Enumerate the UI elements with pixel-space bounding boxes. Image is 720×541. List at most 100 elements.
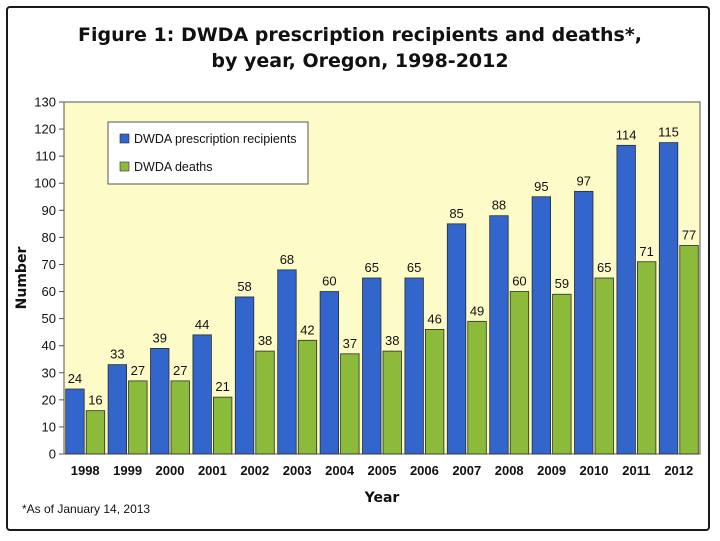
bar-deaths	[85, 410, 106, 455]
bar-recipients	[616, 144, 636, 455]
x-tick-label: 1998	[71, 463, 100, 478]
bar-recipients	[319, 291, 340, 455]
bar-deaths	[594, 277, 614, 455]
legend-entry: DWDA deaths	[134, 160, 213, 174]
x-tick-label: 2003	[283, 463, 312, 478]
bar-deaths	[424, 329, 445, 455]
y-axis-title: Number	[14, 247, 30, 310]
bar-recipients	[489, 215, 509, 455]
data-label-recipients: 114	[616, 127, 637, 142]
legend-swatch	[119, 161, 130, 172]
x-axis-title: Year	[364, 490, 400, 506]
data-label-recipients: 33	[110, 347, 124, 362]
data-label-deaths: 77	[682, 228, 696, 243]
data-label-deaths: 65	[597, 260, 611, 275]
bar-recipients	[362, 277, 382, 455]
bar-deaths	[128, 380, 148, 455]
bar-deaths	[170, 380, 190, 455]
data-label-recipients: 58	[237, 279, 251, 294]
data-label-deaths: 16	[88, 393, 102, 408]
x-tick-label: 2001	[198, 463, 227, 478]
bar-recipients	[192, 334, 212, 455]
y-tick-label: 90	[42, 203, 56, 218]
data-label-recipients: 97	[577, 173, 591, 188]
x-tick-label: 1999	[113, 463, 142, 478]
data-label-recipients: 60	[322, 274, 336, 289]
data-label-recipients: 65	[365, 260, 379, 275]
legend-entry: DWDA prescription recipients	[134, 132, 297, 146]
data-label-recipients: 115	[658, 125, 679, 140]
x-tick-label: 2010	[580, 463, 609, 478]
bar-deaths	[297, 339, 318, 455]
bar-recipients	[107, 364, 127, 455]
x-tick-label: 2007	[452, 463, 481, 478]
bar-deaths	[212, 396, 233, 455]
data-label-recipients: 85	[449, 206, 463, 221]
x-tick-label: 2002	[240, 463, 269, 478]
bar-deaths	[509, 291, 530, 455]
data-label-deaths: 49	[470, 303, 484, 318]
x-tick-label: 2009	[537, 463, 566, 478]
data-label-deaths: 71	[639, 244, 653, 259]
data-label-recipients: 95	[534, 179, 548, 194]
data-label-deaths: 42	[300, 322, 314, 337]
y-tick-label: 80	[42, 230, 56, 245]
y-tick-label: 20	[42, 392, 56, 407]
data-label-deaths: 60	[512, 274, 526, 289]
data-label-recipients: 65	[407, 260, 421, 275]
bar-recipients	[574, 190, 594, 455]
data-label-deaths: 38	[258, 333, 272, 348]
bar-recipients	[658, 142, 679, 455]
bar-deaths	[637, 261, 657, 455]
legend	[107, 121, 309, 185]
bar-deaths	[467, 320, 487, 455]
chart-subtitle: by year, Oregon, 1998-2012	[211, 50, 509, 72]
bar-recipients	[404, 277, 424, 455]
y-tick-label: 70	[42, 257, 56, 272]
bar-recipients	[446, 223, 467, 455]
y-tick-label: 60	[42, 284, 56, 299]
x-tick-label: 2004	[325, 463, 355, 478]
data-label-deaths: 21	[215, 379, 229, 394]
data-label-recipients: 68	[280, 252, 294, 267]
legend-swatch	[119, 133, 130, 144]
bar-deaths	[340, 353, 360, 455]
bar-deaths	[382, 350, 402, 455]
x-tick-label: 2000	[156, 463, 185, 478]
bar-recipients	[150, 347, 170, 455]
bar-recipients	[234, 296, 255, 455]
bar-deaths	[255, 350, 275, 455]
y-tick-label: 110	[35, 149, 56, 164]
bar-recipients	[277, 269, 297, 455]
data-label-deaths: 27	[173, 363, 187, 378]
y-tick-label: 40	[42, 338, 56, 353]
bar-recipients	[65, 388, 85, 455]
data-label-recipients: 44	[195, 317, 209, 332]
data-label-recipients: 39	[153, 330, 167, 345]
footnote: *As of January 14, 2013	[22, 502, 151, 516]
data-label-deaths: 37	[343, 336, 357, 351]
y-tick-label: 10	[42, 419, 56, 434]
y-tick-label: 100	[34, 176, 56, 191]
data-label-deaths: 27	[131, 363, 145, 378]
y-tick-label: 120	[34, 122, 56, 137]
data-label-deaths: 46	[427, 311, 441, 326]
chart-title: Figure 1: DWDA prescription recipients a…	[78, 24, 642, 46]
x-tick-label: 2012	[664, 463, 693, 478]
bar-recipients	[531, 196, 551, 455]
bar-deaths	[552, 293, 572, 455]
data-label-deaths: 38	[385, 333, 399, 348]
x-tick-label: 2005	[368, 463, 397, 478]
data-label-deaths: 59	[555, 276, 569, 291]
x-tick-label: 2011	[622, 463, 650, 478]
x-tick-label: 2006	[410, 463, 439, 478]
y-tick-label: 130	[34, 95, 56, 110]
y-tick-label: 30	[42, 365, 56, 380]
bar-deaths	[679, 245, 699, 455]
data-label-recipients: 24	[68, 371, 82, 386]
data-label-recipients: 88	[492, 198, 506, 213]
x-tick-label: 2008	[495, 463, 524, 478]
y-tick-label: 0	[49, 447, 56, 462]
y-tick-label: 50	[42, 311, 56, 326]
